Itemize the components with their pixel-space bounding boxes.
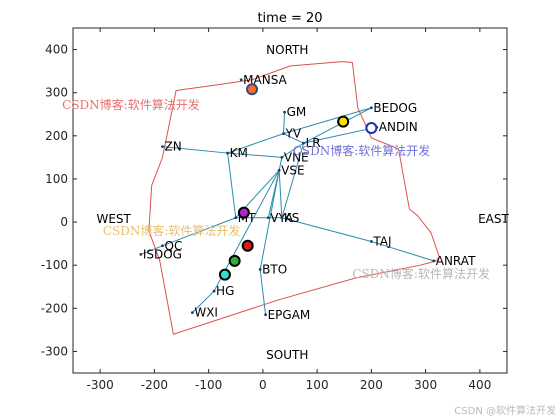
node-label-bto: BTO (262, 263, 287, 277)
watermark-2: CSDN博客:软件算法开发 (293, 143, 431, 158)
compass-north: NORTH (266, 43, 308, 57)
chart-title: time = 20 (257, 11, 322, 26)
node-wxi (190, 311, 194, 315)
node-label-bedog: BEDOG (373, 101, 417, 115)
node-zn (161, 145, 164, 148)
node-isdog (139, 253, 143, 256)
compass-east: EAST (478, 212, 509, 226)
watermark-4: CSDN博客:软件算法开发 (352, 266, 490, 281)
link-ks-taj (281, 217, 372, 242)
link-km-vne (227, 152, 282, 158)
x-tick-label: 0 (259, 378, 267, 392)
x-tick-label: 300 (414, 378, 437, 392)
y-tick-label: -300 (41, 344, 68, 358)
node-label-ks: KS (284, 211, 300, 225)
plot-area (72, 27, 508, 374)
node-label-epgam: EPGAM (268, 308, 311, 322)
agent-marker-3 (365, 122, 378, 135)
link-yv-bedog (283, 107, 372, 135)
compass-west: WEST (96, 212, 131, 226)
link-vne-vse (278, 157, 283, 171)
x-tick-label: 100 (306, 378, 329, 392)
y-tick-label: 100 (45, 172, 68, 186)
node-label-gm: GM (287, 105, 307, 119)
node-label-vse: VSE (281, 163, 304, 177)
node-label-mansa: MANSA (243, 73, 287, 87)
link-gm-yv (282, 112, 286, 134)
link-vne-lr (281, 142, 304, 158)
x-tick-label: -300 (87, 378, 114, 392)
link-ks-lr (281, 143, 305, 218)
node-label-zn: ZN (165, 140, 182, 154)
node-ks (280, 216, 284, 220)
link-vse-ks (278, 170, 283, 218)
y-tick-label: 0 (60, 215, 68, 229)
region-boundary (148, 61, 440, 335)
link-km-zn (162, 146, 228, 154)
x-tick-label: -200 (141, 378, 168, 392)
node-lr (302, 141, 305, 145)
node-gm (283, 110, 286, 114)
node-label-wxi: WXI (194, 306, 218, 320)
node-vse (277, 168, 281, 172)
node-label-yv: YV (284, 127, 301, 141)
compass-south: SOUTH (266, 348, 308, 362)
watermark-1: CSDN博客:软件算法开发 (62, 97, 200, 112)
agent-marker-5 (241, 239, 254, 252)
node-label-vne: VNE (284, 150, 309, 164)
agent-marker-6 (228, 254, 241, 267)
node-mansa (239, 78, 243, 82)
watermark-3: CSDN博客:软件算法开发 (103, 223, 241, 238)
link-yv-km (227, 133, 284, 154)
link-vse-bto (259, 170, 280, 270)
link-qc-isdog (140, 245, 163, 255)
agent-marker-4 (237, 206, 250, 219)
node-km (226, 151, 230, 155)
y-tick-label: 300 (45, 86, 68, 100)
node-yv (282, 132, 285, 136)
x-tick-label: 200 (360, 378, 383, 392)
node-label-qc: QC (165, 239, 183, 253)
y-tick-label: -200 (41, 301, 68, 315)
node-anrat (432, 259, 436, 263)
link-mt-qc (162, 217, 236, 247)
node-label-hg: HG (216, 284, 234, 298)
node-vne (280, 155, 284, 159)
node-vya (266, 216, 270, 220)
x-tick-label: 400 (468, 378, 491, 392)
node-bedog (369, 106, 373, 110)
node-label-lr: LR (306, 136, 321, 150)
link-km-mt (227, 153, 237, 218)
node-epgam (264, 313, 267, 317)
node-label-isdog: ISDOG (143, 247, 182, 261)
x-tick-label: -100 (195, 378, 222, 392)
link-lr-bedog (303, 107, 372, 144)
credit-text: CSDN @软件算法开发 (454, 404, 556, 417)
y-tick-label: 400 (45, 43, 68, 57)
link-yv-lr (283, 133, 304, 144)
link-lr-andin (303, 126, 377, 144)
node-bto (258, 268, 262, 271)
node-label-km: KM (230, 146, 248, 160)
y-tick-label: -100 (41, 258, 68, 272)
node-mt (234, 216, 238, 220)
agent-marker-7 (218, 268, 231, 281)
node-label-andin: ANDIN (379, 120, 418, 134)
y-tick-label: 200 (45, 129, 68, 143)
agent-marker-2 (337, 115, 350, 128)
node-label-taj: TAJ (372, 234, 391, 248)
node-label-anrat: ANRAT (436, 254, 476, 268)
link-hg-wxi (191, 290, 215, 313)
node-taj (369, 240, 373, 243)
node-hg (212, 289, 216, 293)
link-bto-epgam (259, 269, 267, 315)
agent-marker-1 (246, 83, 259, 96)
link-taj-anrat (371, 240, 434, 262)
node-qc (161, 244, 164, 248)
